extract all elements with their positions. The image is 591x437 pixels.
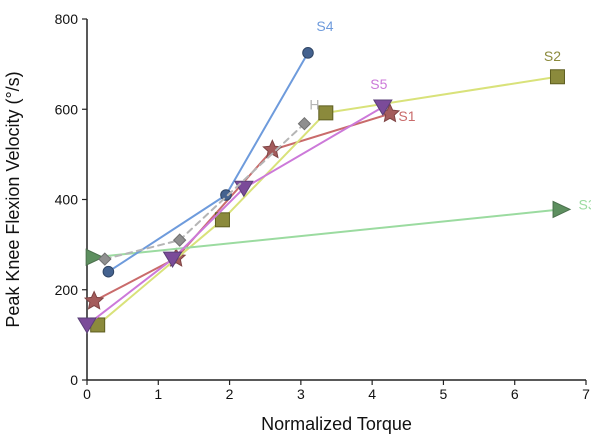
data-point-s1 [83,290,105,310]
data-point-s2 [318,105,334,121]
data-point-h [172,233,187,247]
data-point-s2 [214,212,230,228]
data-point-s5 [372,99,393,116]
series-label-s5: S5 [370,76,387,92]
data-point-h [297,116,312,131]
x-tick-label: 1 [154,386,162,402]
data-point-s3 [85,248,105,267]
data-point-s5 [162,251,183,269]
data-point-s4 [220,189,232,201]
y-tick-label: 400 [55,192,79,208]
plot-layer: 0 1 2 3 4 5 6 7 0 200 400 600 800 S1 S2 S3 S4 S5 H [55,11,591,402]
x-tick-label: 6 [511,386,519,402]
x-tick-label: 0 [83,386,91,402]
series-label-s3: S3 [578,196,591,212]
y-axis-title: Peak Knee Flexion Velocity (°/s) [3,71,23,327]
series-line-s2 [96,75,559,326]
series-label-s4: S4 [316,18,333,34]
data-point-s2 [549,69,565,85]
series-label-s2: S2 [544,48,561,64]
series-line-s3 [93,208,563,259]
y-tick-label: 200 [55,282,79,298]
series-line-s5 [86,105,384,326]
y-tick-label: 0 [70,372,78,388]
x-tick-label: 3 [297,386,305,402]
y-tick-label: 800 [55,11,79,27]
y-tick-label: 600 [55,101,79,117]
series-line-s1 [93,112,391,303]
x-tick-label: 2 [226,386,234,402]
x-tick-label: 5 [440,386,448,402]
x-tick-label: 4 [368,386,376,402]
data-point-s4 [302,47,314,59]
data-point-s3 [552,200,572,219]
data-point-s5 [77,317,97,334]
x-tick-label: 7 [582,386,590,402]
series-label-h: H [309,97,319,113]
data-point-h [98,252,112,266]
series-label-s1: S1 [398,108,415,124]
x-axis-title: Normalized Torque [261,414,412,434]
data-point-s4 [102,265,115,278]
